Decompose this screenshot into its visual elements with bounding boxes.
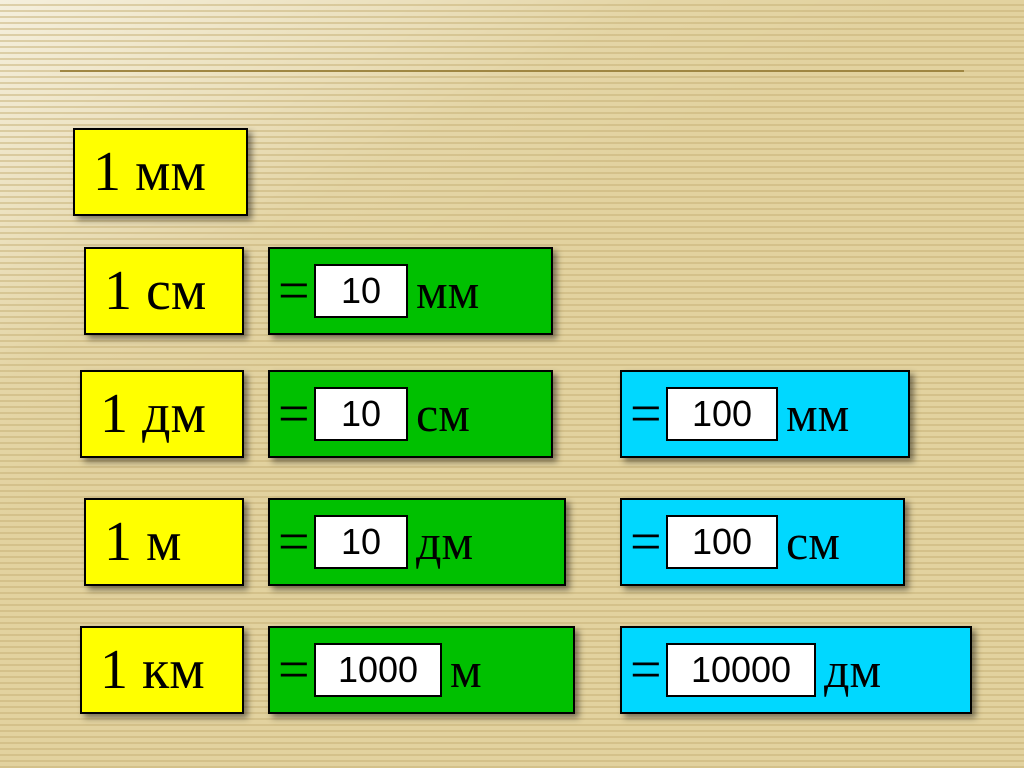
conversion-tile-km-m: = 1000 м — [268, 626, 575, 714]
suffix-km-m: м — [448, 641, 496, 699]
equals-sign: = — [270, 638, 312, 702]
equals-sign: = — [270, 510, 312, 574]
value-cm-mm: 10 — [314, 264, 408, 318]
unit-label-dm: 1 дм — [82, 382, 224, 446]
value-dm-cm: 10 — [314, 387, 408, 441]
conversion-tile-dm-mm: = 100 мм — [620, 370, 910, 458]
equals-sign: = — [622, 638, 664, 702]
unit-tile-km: 1 км — [80, 626, 244, 714]
suffix-m-dm: дм — [414, 513, 487, 571]
equals-sign: = — [622, 382, 664, 446]
conversion-tile-m-dm: = 10 дм — [268, 498, 566, 586]
suffix-cm-mm: мм — [414, 262, 493, 320]
equals-sign: = — [622, 510, 664, 574]
conversion-tile-cm-mm: = 10 мм — [268, 247, 553, 335]
conversion-tile-m-cm: = 100 см — [620, 498, 905, 586]
value-km-dm: 10000 — [666, 643, 816, 697]
suffix-dm-cm: см — [414, 385, 484, 443]
unit-label-cm: 1 см — [86, 259, 224, 323]
unit-tile-cm: 1 см — [84, 247, 244, 335]
unit-tile-m: 1 м — [84, 498, 244, 586]
value-dm-mm: 100 — [666, 387, 778, 441]
value-m-cm: 100 — [666, 515, 778, 569]
conversion-tile-dm-cm: = 10 см — [268, 370, 553, 458]
equals-sign: = — [270, 259, 312, 323]
unit-label-m: 1 м — [86, 510, 199, 574]
suffix-km-dm: дм — [822, 641, 895, 699]
suffix-dm-mm: мм — [784, 385, 863, 443]
value-m-dm: 10 — [314, 515, 408, 569]
top-rule — [60, 70, 964, 72]
unit-tile-mm: 1 мм — [73, 128, 248, 216]
unit-tile-dm: 1 дм — [80, 370, 244, 458]
unit-label-mm: 1 мм — [75, 140, 224, 204]
conversion-tile-km-dm: = 10000 дм — [620, 626, 972, 714]
diagram-root: 1 мм 1 см = 10 мм 1 дм = 10 см = 100 мм … — [0, 0, 1024, 768]
unit-label-km: 1 км — [82, 638, 223, 702]
equals-sign: = — [270, 382, 312, 446]
suffix-m-cm: см — [784, 513, 854, 571]
value-km-m: 1000 — [314, 643, 442, 697]
